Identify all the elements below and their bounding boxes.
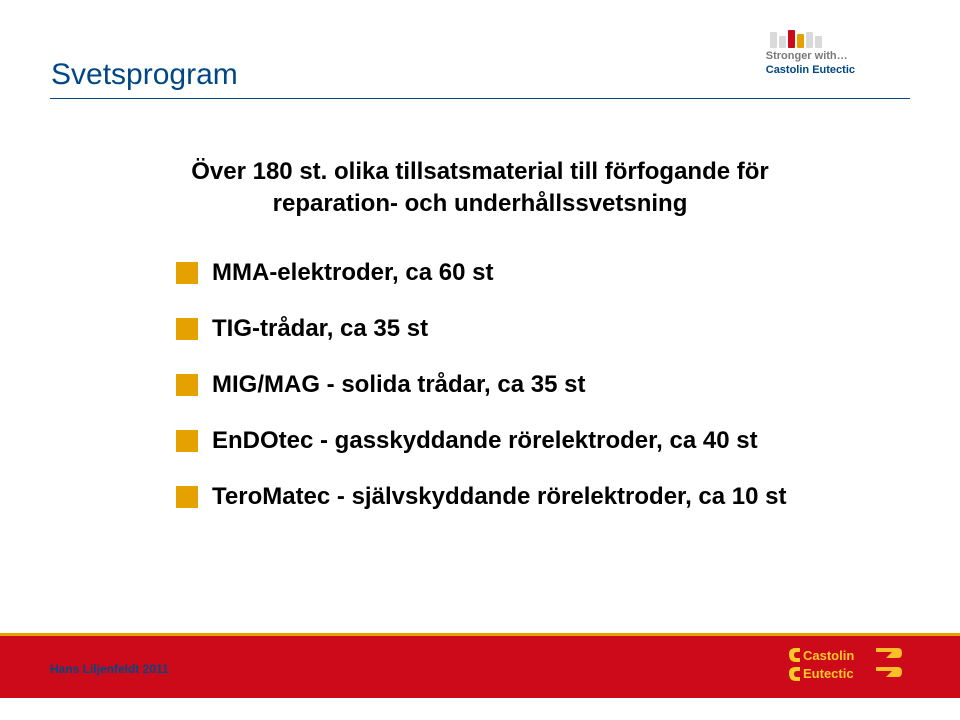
deco-bar [815, 36, 822, 48]
bullet-square-icon [176, 486, 198, 508]
title-underline [50, 98, 910, 99]
list-item: MIG/MAG - solida trådar, ca 35 st [176, 370, 840, 400]
logo-text-bottom: Eutectic [803, 666, 854, 681]
list-item: TIG-trådar, ca 35 st [176, 314, 840, 344]
slide: { "title": "Svetsprogram", "tagline": { … [0, 0, 960, 720]
bullet-square-icon [176, 262, 198, 284]
list-item: MMA-elektroder, ca 60 st [176, 258, 840, 288]
list-item: EnDOtec - gasskyddande rörelektroder, ca… [176, 426, 840, 456]
bullet-text: TeroMatec - självskyddande rörelektroder… [212, 482, 786, 512]
bullet-text: MMA-elektroder, ca 60 st [212, 258, 493, 288]
bullet-square-icon [176, 430, 198, 452]
bullet-square-icon [176, 318, 198, 340]
page-title: Svetsprogram [51, 58, 238, 92]
bullet-text: MIG/MAG - solida trådar, ca 35 st [212, 370, 585, 400]
deco-bar [806, 32, 813, 48]
deco-bar [788, 30, 795, 48]
tagline: Stronger with… Castolin Eutectic [766, 50, 855, 76]
footer: Hans Liljenfeldt 2011 Castolin Eutectic [0, 625, 960, 720]
bullet-square-icon [176, 374, 198, 396]
tagline-line1: Stronger with… [766, 50, 848, 62]
tagline-line2: Castolin Eutectic [766, 64, 855, 76]
deco-bar [779, 36, 786, 48]
intro-line2: reparation- och underhållssvetsning [0, 188, 960, 220]
logo-svg: Castolin Eutectic [786, 644, 904, 692]
list-item: TeroMatec - självskyddande rörelektroder… [176, 482, 840, 512]
bullet-list: MMA-elektroder, ca 60 st TIG-trådar, ca … [176, 258, 840, 538]
header-decoration-bars [770, 30, 822, 48]
logo-text-top: Castolin [803, 648, 854, 663]
intro-text: Över 180 st. olika tillsatsmaterial till… [0, 156, 960, 221]
bullet-text: EnDOtec - gasskyddande rörelektroder, ca… [212, 426, 758, 456]
footer-author: Hans Liljenfeldt 2011 [50, 662, 169, 676]
deco-bar [770, 32, 777, 48]
bullet-text: TIG-trådar, ca 35 st [212, 314, 428, 344]
deco-bar [797, 34, 804, 48]
brand-logo: Castolin Eutectic [786, 644, 904, 692]
intro-line1: Över 180 st. olika tillsatsmaterial till… [0, 156, 960, 188]
